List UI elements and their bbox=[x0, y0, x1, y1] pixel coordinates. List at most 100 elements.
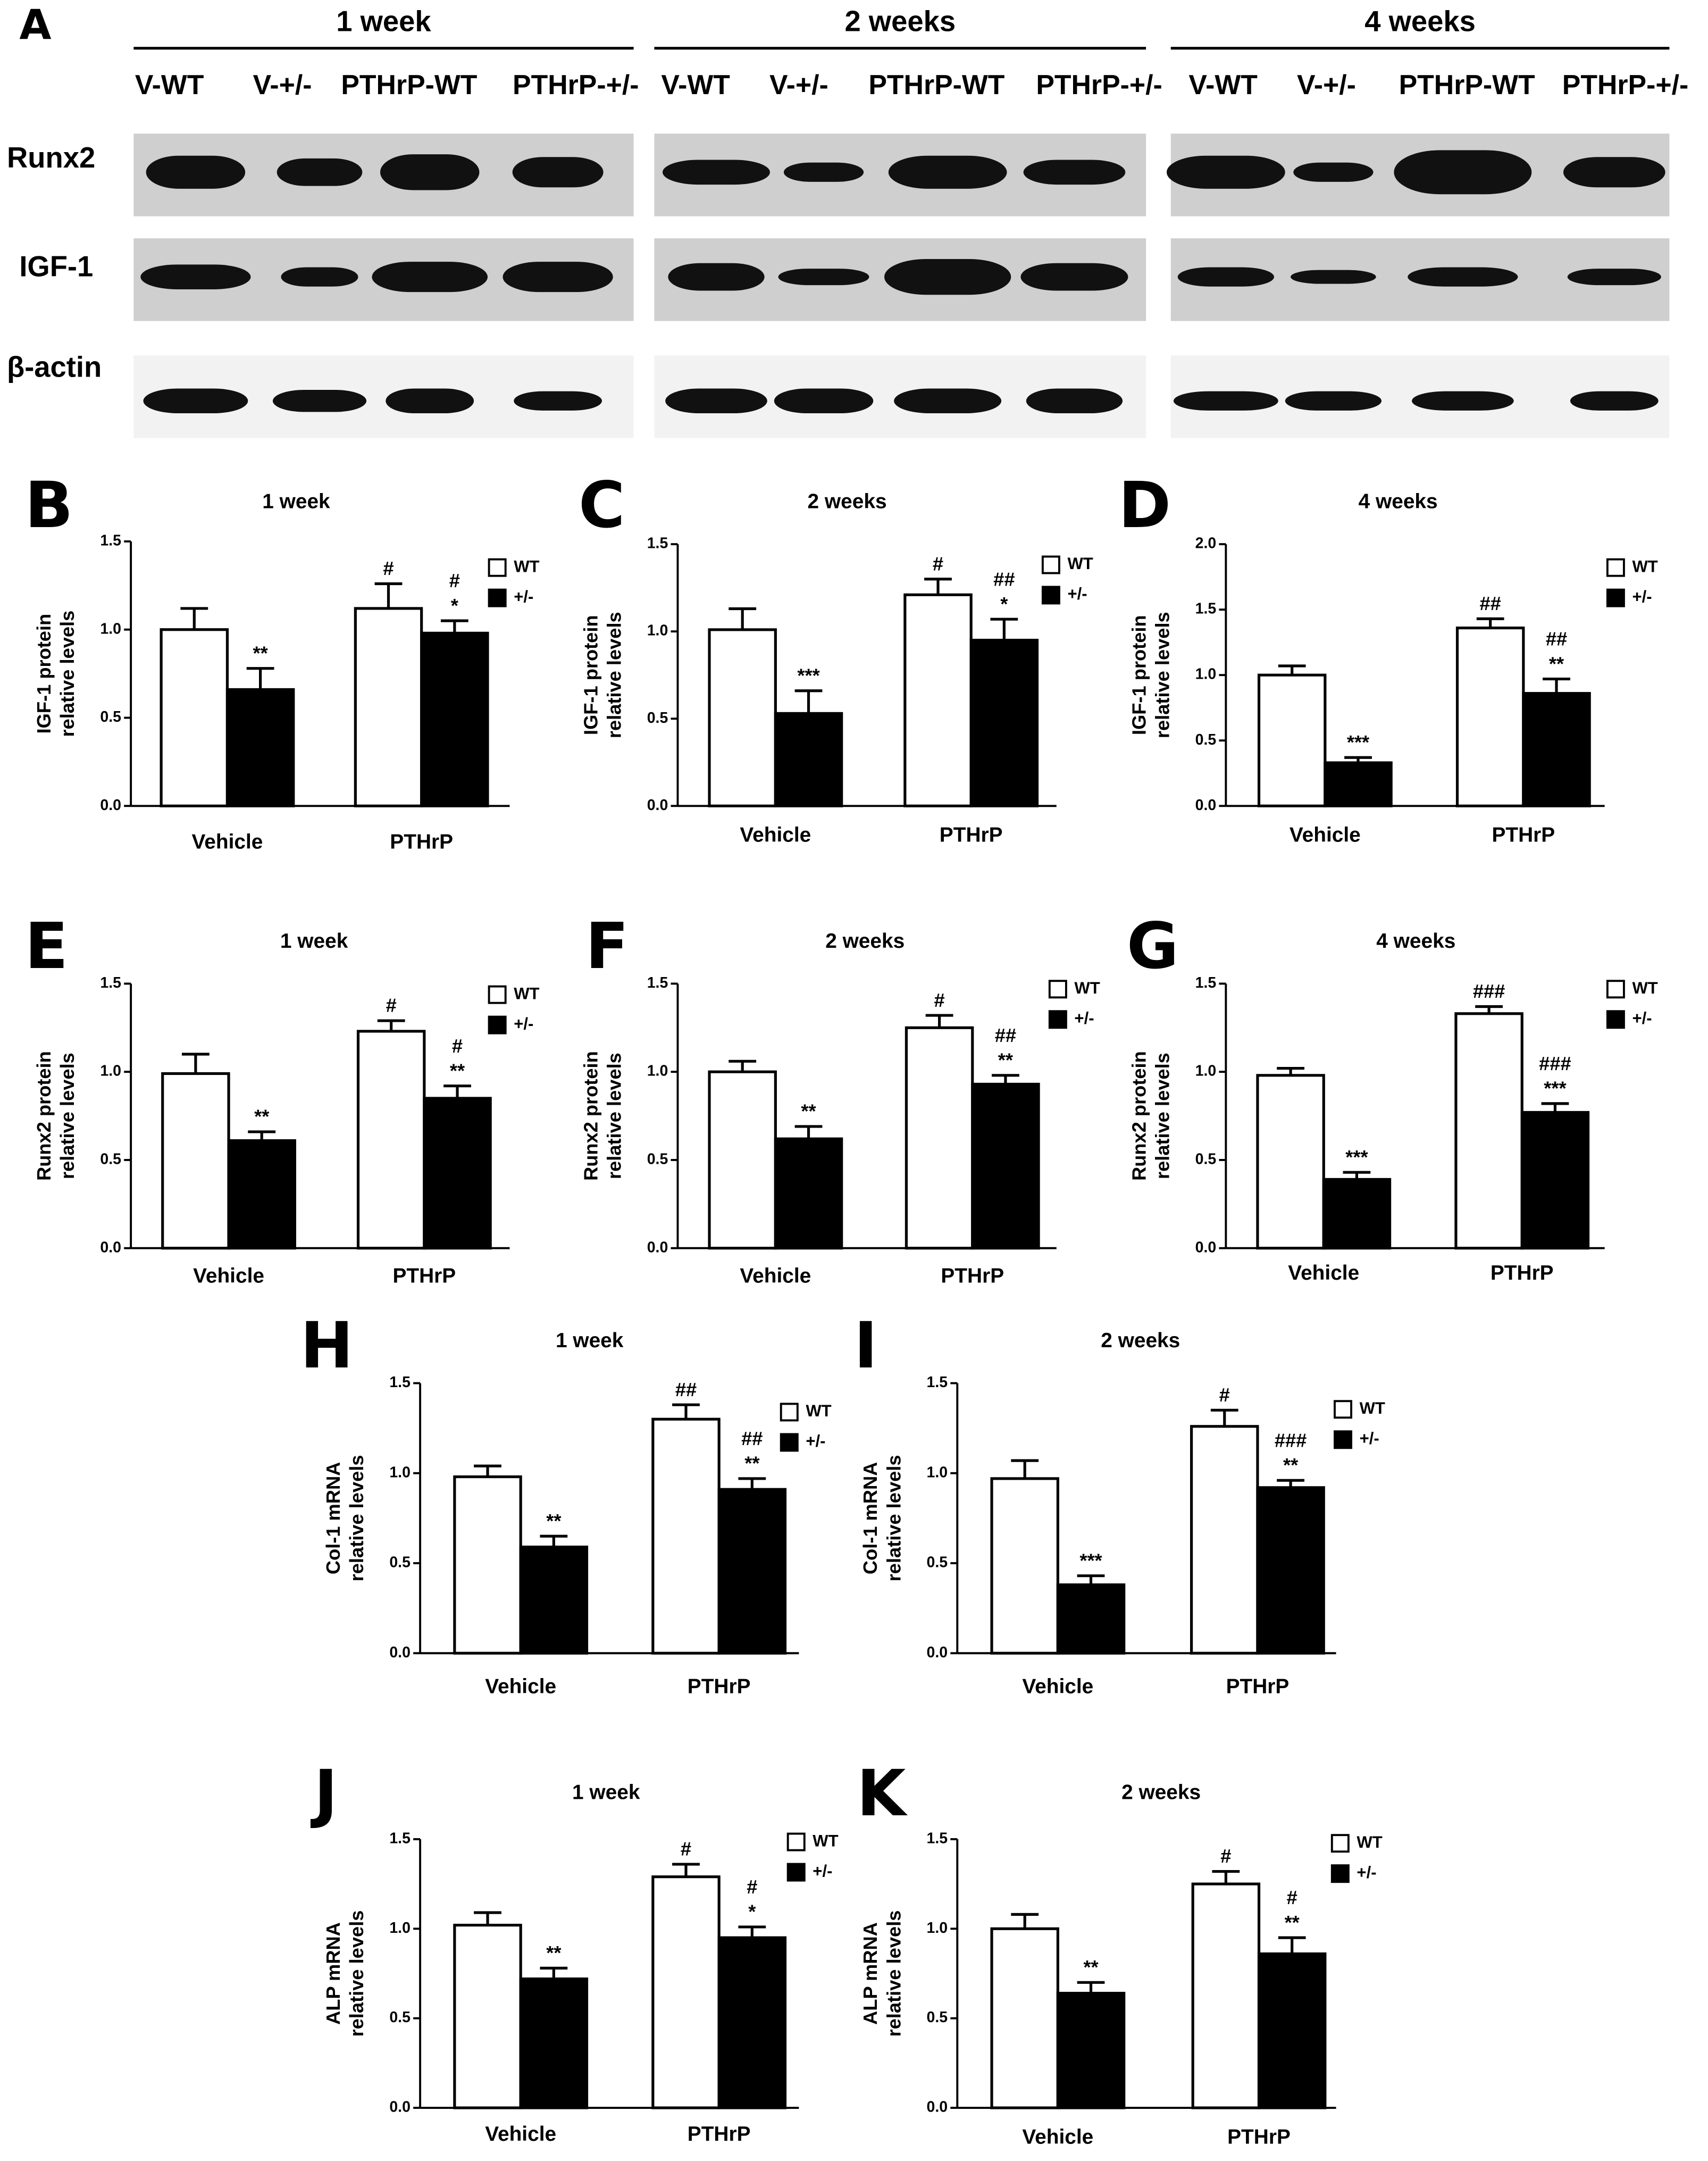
panel-letter: B bbox=[25, 469, 73, 543]
blot-band bbox=[778, 269, 869, 286]
lane-label: PTHrP-WT bbox=[868, 69, 1004, 100]
legend-label: +/- bbox=[514, 587, 533, 606]
x-tick-label: PTHrP bbox=[1226, 1675, 1290, 1698]
y-tick-label: 1.0 bbox=[647, 1063, 668, 1080]
x-tick-label: PTHrP bbox=[688, 1675, 751, 1698]
significance-mark: # bbox=[934, 989, 945, 1011]
legend-label: WT bbox=[1357, 1833, 1382, 1851]
blot-band bbox=[1293, 162, 1374, 182]
y-axis-label: Col-1 mRNA bbox=[322, 1462, 344, 1574]
bar bbox=[708, 628, 777, 807]
chart-title: 1 week bbox=[262, 490, 330, 513]
bar bbox=[1190, 1425, 1259, 1655]
legend-swatch bbox=[780, 1433, 799, 1452]
lane-label: V-WT bbox=[135, 69, 204, 100]
bar bbox=[1522, 692, 1591, 807]
blot-band bbox=[1291, 270, 1376, 284]
lane-label: V-WT bbox=[1188, 69, 1258, 100]
y-tick-label: 2.0 bbox=[1195, 535, 1217, 552]
x-tick-label: Vehicle bbox=[485, 2123, 556, 2146]
significance-mark: ** bbox=[1283, 1454, 1299, 1476]
legend-swatch bbox=[780, 1403, 799, 1422]
blot-band bbox=[774, 388, 874, 414]
blot-band bbox=[146, 155, 246, 189]
x-tick-label: PTHrP bbox=[941, 1264, 1004, 1287]
chart-title: 4 weeks bbox=[1359, 490, 1438, 513]
significance-mark: ### bbox=[1539, 1053, 1571, 1074]
y-tick-label: 0.0 bbox=[389, 1644, 411, 1661]
significance-mark: ### bbox=[1473, 980, 1505, 1002]
x-tick-label: Vehicle bbox=[1288, 1262, 1359, 1284]
blot-band bbox=[1020, 263, 1128, 291]
panel-letter: F bbox=[585, 910, 629, 983]
y-tick-label: 0.5 bbox=[100, 1150, 121, 1167]
chart-title: 2 weeks bbox=[825, 930, 905, 953]
group-label: 2 weeks bbox=[844, 5, 956, 37]
chart-title: 2 weeks bbox=[808, 490, 887, 513]
bar bbox=[1191, 1882, 1261, 2109]
bar bbox=[651, 1875, 721, 2109]
legend-label: +/- bbox=[1632, 1009, 1652, 1028]
x-tick-label: PTHrP bbox=[940, 824, 1003, 847]
y-axis-label: IGF-1 protein bbox=[1128, 615, 1150, 735]
y-axis-label: relative levels bbox=[883, 1910, 905, 2037]
bar bbox=[160, 628, 229, 807]
lane-label: PTHrP-+/- bbox=[513, 69, 639, 100]
legend-swatch bbox=[488, 985, 507, 1004]
blot-band bbox=[1412, 391, 1514, 411]
y-tick-label: 0.5 bbox=[927, 1554, 948, 1571]
legend-swatch bbox=[1606, 1010, 1625, 1029]
y-axis-label: IGF-1 protein bbox=[33, 614, 55, 734]
bar bbox=[1256, 1074, 1325, 1250]
legend-label: WT bbox=[1632, 979, 1657, 997]
legend-swatch bbox=[1330, 1834, 1350, 1853]
y-axis-label: relative levels bbox=[603, 612, 625, 738]
bar bbox=[1322, 1178, 1392, 1250]
group-label: 4 weeks bbox=[1364, 5, 1476, 37]
blot-band bbox=[1023, 160, 1126, 185]
y-tick-label: 0.0 bbox=[647, 1239, 668, 1256]
bar bbox=[1256, 1486, 1325, 1655]
legend-swatch bbox=[786, 1832, 806, 1851]
bar bbox=[905, 1026, 974, 1250]
bar bbox=[1455, 627, 1525, 807]
bar bbox=[519, 1977, 589, 2109]
x-tick-label: Vehicle bbox=[485, 1675, 556, 1698]
bar bbox=[1454, 1012, 1523, 1250]
y-axis-label: relative levels bbox=[1151, 612, 1173, 738]
panel-letter: J bbox=[311, 1757, 338, 1831]
significance-mark: ## bbox=[1546, 628, 1567, 650]
legend-label: WT bbox=[813, 1831, 838, 1850]
x-tick-label: Vehicle bbox=[1290, 824, 1361, 847]
legend-label: WT bbox=[1632, 557, 1657, 575]
y-tick-label: 0.0 bbox=[927, 1644, 948, 1661]
blot-band bbox=[514, 391, 602, 411]
bar bbox=[651, 1417, 721, 1655]
blot-band bbox=[1285, 391, 1382, 411]
y-tick-label: 1.5 bbox=[100, 532, 121, 549]
bar bbox=[1324, 761, 1393, 807]
legend-swatch bbox=[1048, 1010, 1067, 1029]
significance-mark: ** bbox=[744, 1453, 760, 1474]
y-tick-label: 1.5 bbox=[389, 1374, 411, 1391]
x-tick-label: Vehicle bbox=[740, 1264, 811, 1287]
x-tick-label: Vehicle bbox=[1022, 2125, 1093, 2148]
y-tick-label: 1.5 bbox=[927, 1830, 948, 1847]
lane-label: V-WT bbox=[661, 69, 730, 100]
legend-swatch bbox=[1334, 1400, 1353, 1419]
legend-label: WT bbox=[514, 984, 539, 1003]
y-tick-label: 1.5 bbox=[1195, 974, 1217, 991]
bar bbox=[225, 688, 295, 807]
blot-band bbox=[665, 388, 767, 414]
bar bbox=[453, 1475, 522, 1655]
bar bbox=[1056, 1991, 1126, 2109]
y-tick-label: 0.5 bbox=[1195, 731, 1217, 748]
significance-mark: # bbox=[1287, 1887, 1297, 1908]
y-tick-label: 1.5 bbox=[100, 974, 121, 991]
y-axis-label: relative levels bbox=[603, 1053, 625, 1179]
y-axis-label: relative levels bbox=[1151, 1053, 1173, 1179]
y-axis-label: relative levels bbox=[346, 1910, 367, 2037]
chart-title: 1 week bbox=[572, 1781, 640, 1804]
bar bbox=[1056, 1583, 1126, 1655]
y-tick-label: 0.0 bbox=[1195, 797, 1217, 814]
